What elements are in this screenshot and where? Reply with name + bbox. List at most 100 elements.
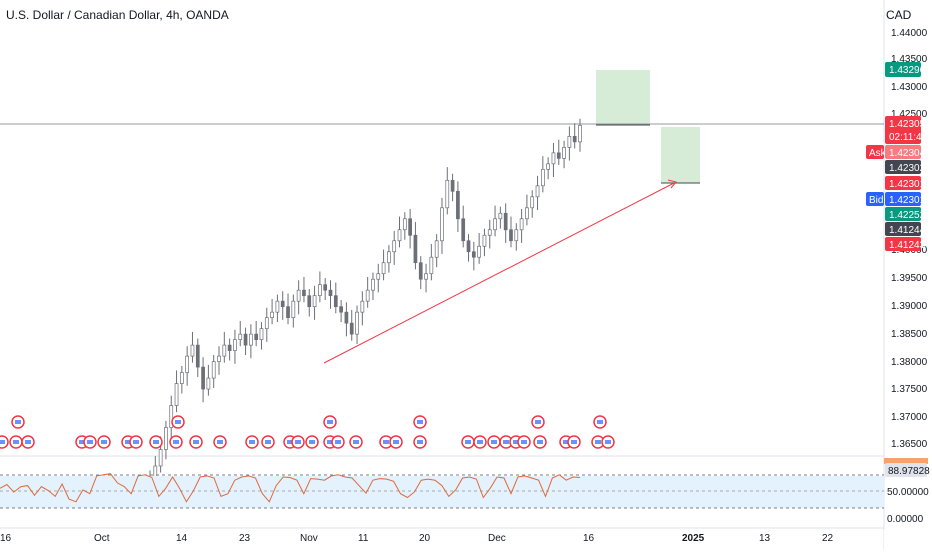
candle-body <box>424 273 428 280</box>
candle-body <box>238 333 243 340</box>
price-label-8-bg <box>885 222 921 236</box>
candle-body <box>233 339 237 351</box>
flag-icon <box>79 440 85 444</box>
x-tick-dec: Dec <box>488 533 506 544</box>
axis-corner <box>884 530 932 550</box>
candle-body <box>365 289 370 302</box>
flag-icon <box>491 440 497 444</box>
candle-body <box>397 229 402 242</box>
price-label-4: 1.42302 <box>889 163 926 174</box>
bid-tag-bg <box>866 192 884 206</box>
flag-icon <box>193 440 199 444</box>
candle-body <box>243 333 248 346</box>
rsi-value-strip <box>884 458 928 464</box>
candle-body <box>440 207 444 242</box>
candle-body <box>387 251 391 264</box>
x-tick-16a: 16 <box>0 533 12 544</box>
candle-body <box>328 289 333 297</box>
candle-body <box>180 372 184 384</box>
y-tick-11: 1.37000 <box>891 412 928 423</box>
x-tick-oct: Oct <box>94 533 110 544</box>
y-tick-9: 1.38000 <box>891 357 928 368</box>
y-tick-4: 1.42500 <box>891 109 928 120</box>
candle-body <box>190 344 195 357</box>
ask-price-bg <box>885 145 921 159</box>
rsi-tick-0: 0.00000 <box>887 514 924 525</box>
candle-body <box>344 311 349 324</box>
flag-icon <box>265 440 271 444</box>
x-tick-23: 23 <box>239 533 251 544</box>
candle-body <box>259 328 264 340</box>
rsi-value-bg <box>885 463 927 477</box>
rsi-tick-50: 50.00000 <box>887 487 929 498</box>
trendline[interactable] <box>323 181 677 364</box>
currency-label[interactable]: CAD <box>886 8 912 22</box>
flag-icon <box>295 440 301 444</box>
flag-icon <box>13 440 19 444</box>
candle-body <box>185 355 190 373</box>
candle-body <box>222 344 227 357</box>
price-label-2: 1.42305 <box>889 119 926 130</box>
x-tick-22: 22 <box>822 533 834 544</box>
rsi-line[interactable] <box>0 473 581 503</box>
candle-body <box>312 295 317 308</box>
price-label-1-bg <box>885 62 921 77</box>
flag-icon <box>605 440 611 444</box>
candle-body <box>211 361 216 379</box>
candle-body <box>509 229 513 242</box>
candle-body <box>413 234 418 264</box>
flag-icon <box>563 440 569 444</box>
candle-body <box>286 306 290 319</box>
candle-body <box>434 240 439 258</box>
price-label-4-bg <box>885 160 921 174</box>
candle-body <box>275 300 280 313</box>
candle-body <box>562 147 566 159</box>
candle-body <box>360 300 365 313</box>
candle-body <box>402 218 407 231</box>
flag-icon <box>327 440 333 444</box>
price-label-5-bg <box>885 176 921 190</box>
target-box-2[interactable] <box>661 127 700 183</box>
candle-body <box>206 377 211 390</box>
candle-body <box>307 295 312 308</box>
flag-icon <box>465 440 471 444</box>
price-label-9-bg <box>885 237 921 251</box>
candle-body <box>227 344 232 351</box>
flag-icon <box>133 440 139 444</box>
ask-price: 1.42304 <box>889 148 926 159</box>
flag-icon <box>25 440 31 444</box>
candle-body <box>466 240 471 253</box>
flag-icon <box>571 440 577 444</box>
price-label-7: 1.42252 <box>889 210 926 221</box>
candle-body <box>174 383 179 406</box>
candle-body <box>572 136 577 143</box>
candle-body <box>270 311 274 319</box>
candle-body <box>482 234 487 247</box>
flag-icon <box>393 440 399 444</box>
candle-body <box>371 278 375 291</box>
candle-body <box>535 185 540 198</box>
flag-icon <box>537 440 543 444</box>
candle-body <box>355 311 359 335</box>
x-tick-2025: 2025 <box>682 533 705 544</box>
flag-icon <box>327 420 333 424</box>
price-label-1: 1.43296 <box>889 65 926 76</box>
candle-body <box>556 152 561 159</box>
candle-body <box>503 212 508 231</box>
flag-icon <box>595 440 601 444</box>
candle-body <box>254 333 259 340</box>
candle-body <box>530 196 535 209</box>
flag-icon <box>521 440 527 444</box>
flag-icon <box>417 440 423 444</box>
flag-icon <box>249 440 255 444</box>
candle-body <box>519 218 524 231</box>
candle-body <box>318 284 322 297</box>
target-box-1[interactable] <box>596 70 650 125</box>
candle-body <box>249 333 253 346</box>
candle-body <box>349 322 354 335</box>
flag-icon <box>383 440 389 444</box>
flag-icon <box>101 440 107 444</box>
x-tick-nov: Nov <box>300 533 318 544</box>
